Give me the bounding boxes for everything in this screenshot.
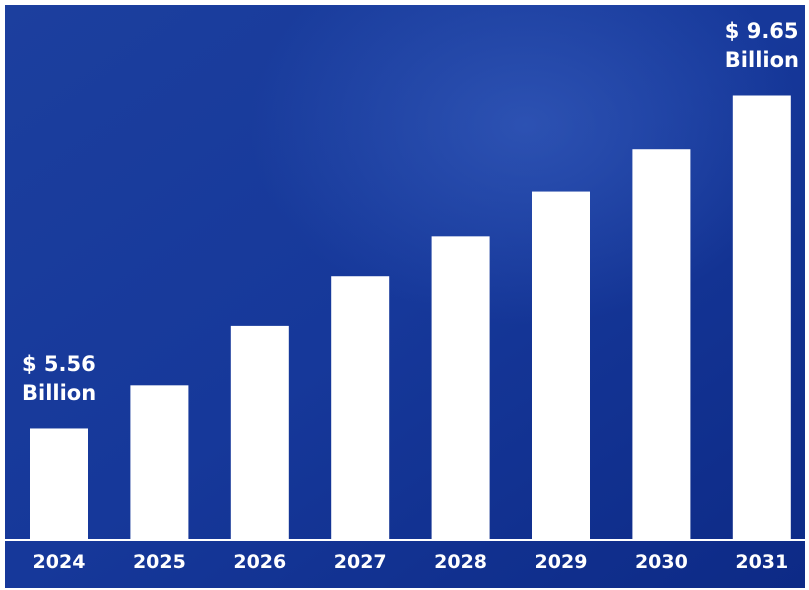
x-tick-label: 2030	[635, 551, 688, 573]
bar	[532, 191, 590, 540]
bar	[431, 236, 490, 540]
x-tick-label: 2027	[334, 551, 387, 573]
bar	[632, 149, 691, 541]
bar	[130, 385, 189, 540]
x-tick-label: 2024	[33, 551, 86, 573]
value-label: $ 9.65 Billion	[724, 19, 799, 73]
bar	[732, 95, 791, 541]
value-label: $ 5.56 Billion	[22, 352, 97, 406]
x-tick-label: 2029	[535, 551, 588, 573]
x-tick-label: 2026	[233, 551, 286, 573]
x-tick-label: 2028	[434, 551, 487, 573]
bar	[30, 428, 88, 540]
x-tick-label: 2025	[133, 551, 186, 573]
x-tick-label: 2031	[735, 551, 788, 573]
bar	[230, 325, 289, 540]
bar	[331, 276, 390, 540]
